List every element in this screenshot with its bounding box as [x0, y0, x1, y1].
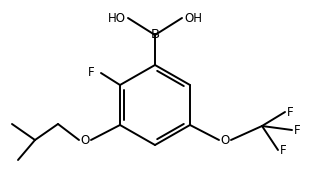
Text: OH: OH [184, 12, 202, 25]
Text: F: F [287, 105, 294, 118]
Text: F: F [280, 143, 287, 156]
Text: O: O [80, 133, 90, 146]
Text: HO: HO [108, 12, 126, 25]
Text: F: F [88, 66, 95, 79]
Text: O: O [220, 133, 230, 146]
Text: B: B [150, 28, 160, 41]
Text: F: F [294, 123, 301, 137]
